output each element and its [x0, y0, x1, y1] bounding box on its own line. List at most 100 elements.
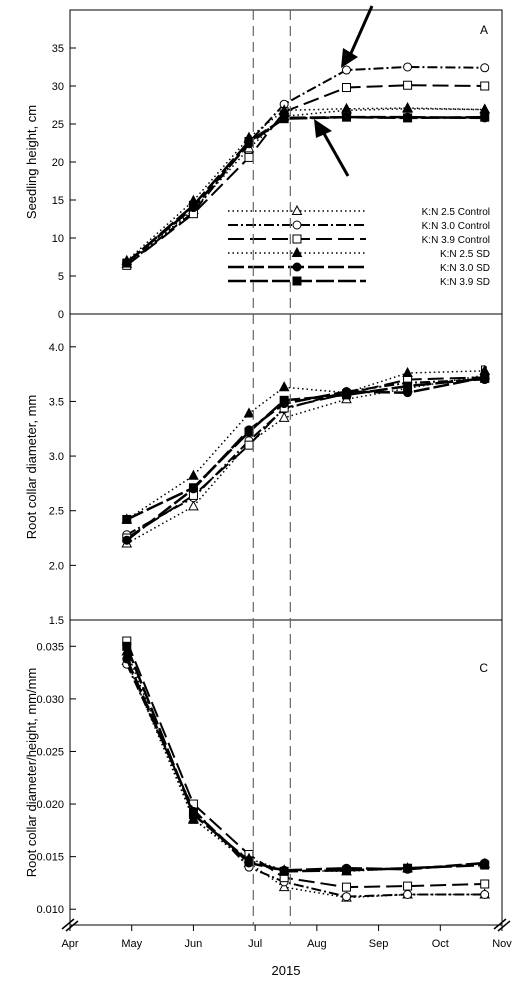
data-point: [403, 113, 413, 123]
series-line: [125, 645, 485, 873]
series-1: [121, 369, 491, 548]
data-point: [341, 102, 352, 113]
data-point: [479, 103, 491, 114]
x-tick-label: Nov: [492, 938, 512, 950]
data-point: [188, 469, 199, 480]
panel-C: 0.010 0.015 0.020 0.025 0.030 0.035 Root colla…: [24, 619, 503, 926]
legend-label: K:N 3.9 SD: [440, 277, 490, 288]
data-point: [403, 62, 413, 72]
y-tick-label: 3.5: [49, 396, 64, 408]
series-6: [122, 641, 490, 876]
arrow-shaft: [320, 129, 350, 177]
y-tick-label: 0.015: [36, 852, 64, 864]
x-tick-label: May: [121, 938, 142, 950]
data-point: [188, 500, 199, 511]
x-tick-label: Oct: [432, 938, 449, 950]
annotation-arrows: [314, 5, 374, 177]
data-point: [244, 856, 254, 866]
series-line: [126, 370, 485, 521]
axis-break-mark: [65, 920, 79, 932]
series-4: [121, 645, 491, 876]
series-line: [126, 376, 485, 542]
panel-frame: [69, 313, 503, 621]
legend-marker: [291, 246, 303, 257]
x-axis-label: 2015: [272, 963, 301, 978]
axis-break-mark: [497, 920, 511, 932]
x-tick-label: Jul: [248, 938, 262, 950]
series-1: [121, 654, 491, 902]
series-3: [122, 636, 490, 892]
y-axis-label: Seedling height, cm: [24, 105, 39, 219]
y-tick-label: 2.5: [49, 506, 64, 518]
data-point: [480, 890, 490, 899]
panel-A: 0 5 10 15 20 25 30 35 Seedling height, cm A K:N 2.…: [24, 5, 503, 321]
x-axis: Apr May Jun Jul Aug Sep Oct Nov: [61, 918, 512, 950]
data-point: [403, 80, 413, 90]
data-point: [188, 200, 198, 210]
legend-marker: [291, 204, 303, 215]
data-point: [480, 81, 490, 91]
y-tick-label: 0.030: [36, 694, 64, 706]
y-tick-label: 2.0: [49, 560, 64, 572]
legend-marker: [292, 234, 302, 244]
y-tick-label: 1.5: [49, 615, 64, 627]
data-point: [244, 427, 254, 437]
series-6: [122, 112, 490, 268]
y-tick-label: 0.035: [36, 641, 64, 653]
y-tick-label: 5: [58, 271, 64, 283]
data-point: [122, 641, 132, 651]
data-point: [480, 860, 490, 870]
panel-B: 1.5 2.0 2.5 3.0 3.5 4.0 Root collar diameter, …: [24, 313, 503, 627]
data-point: [279, 866, 289, 876]
panel-frame: [69, 619, 503, 926]
data-point: [341, 83, 351, 93]
y-tick-label: 35: [52, 43, 64, 55]
data-point: [480, 63, 490, 73]
data-point: [188, 810, 198, 820]
arrow-head: [314, 119, 332, 138]
y-tick-label: 4.0: [49, 342, 64, 354]
y-tick-label: 30: [52, 81, 64, 93]
legend-label: K:N 3.0 Control: [422, 221, 490, 232]
legend-label: K:N 3.0 SD: [440, 263, 490, 274]
panel-letter: C: [479, 661, 488, 675]
data-point: [122, 258, 132, 268]
data-point: [403, 890, 413, 899]
data-point: [341, 65, 351, 75]
series-6: [122, 373, 490, 524]
data-point: [480, 373, 490, 383]
data-point: [188, 483, 198, 493]
data-point: [244, 440, 254, 450]
legend-marker: [292, 220, 302, 230]
data-point: [243, 407, 255, 418]
data-point: [122, 514, 132, 524]
data-point: [341, 865, 351, 875]
data-point: [278, 881, 290, 892]
data-point: [341, 390, 351, 400]
data-point: [402, 101, 413, 113]
data-point: [341, 112, 351, 122]
series-line: [126, 376, 485, 539]
series-line: [126, 651, 485, 873]
data-point: [278, 381, 290, 392]
series-line: [125, 658, 485, 872]
legend-label: K:N 2.5 SD: [440, 249, 490, 260]
x-tick-label: Jun: [185, 938, 203, 950]
axis-break-mark: [61, 918, 75, 930]
series-2: [122, 659, 490, 902]
y-tick-label: 0: [58, 309, 64, 321]
y-tick-label: 0.010: [36, 904, 64, 916]
data-point: [279, 114, 289, 124]
data-point: [480, 879, 490, 889]
data-point: [244, 136, 254, 146]
data-point: [402, 366, 413, 378]
y-axis-label: Root collar diameter/height, mm/mm: [24, 668, 39, 878]
legend: K:N 2.5 Control K:N 3.0 Control K:N 3.9 Co…: [228, 204, 490, 288]
y-tick-label: 20: [52, 157, 64, 169]
y-tick-label: 10: [52, 233, 64, 245]
data-point: [244, 152, 254, 162]
y-tick-label: 0.025: [36, 746, 64, 758]
data-point: [188, 813, 199, 824]
data-point: [278, 411, 290, 422]
